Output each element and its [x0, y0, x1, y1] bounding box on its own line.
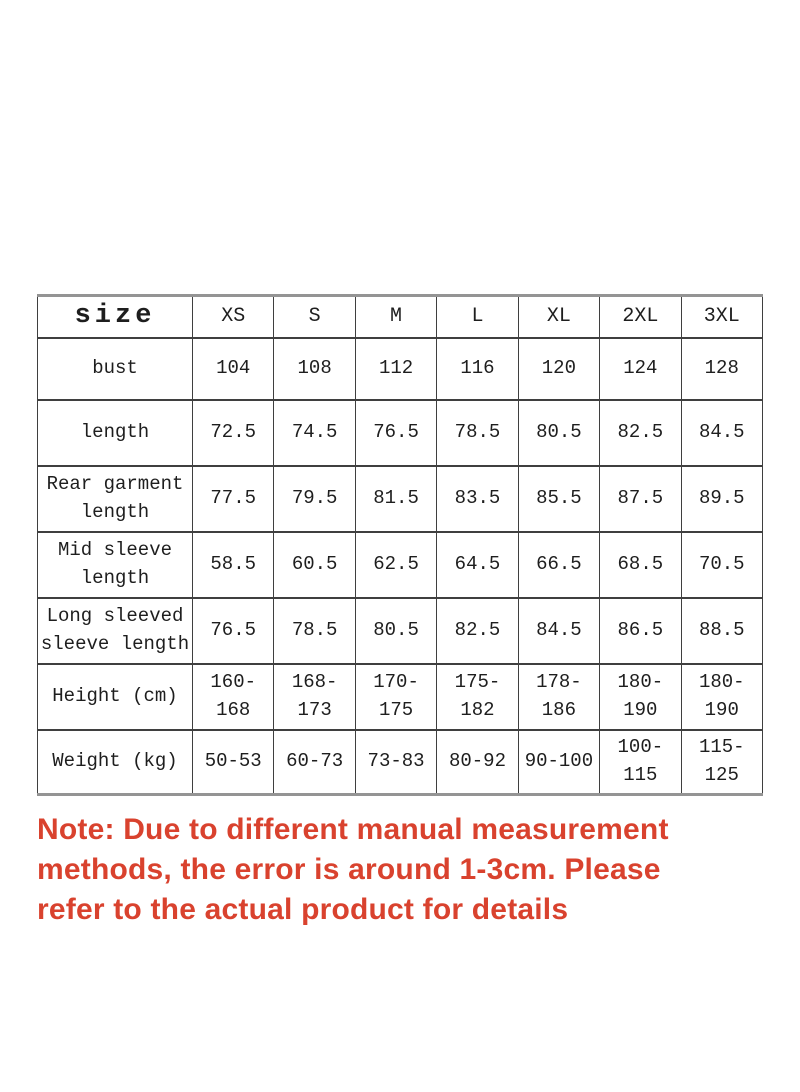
table-cell: 87.5	[599, 464, 682, 533]
table-cell: 70.5	[680, 530, 764, 599]
table-cell: 60.5	[273, 530, 356, 599]
table-cell: 168-173	[273, 662, 356, 731]
table-cell: 62.5	[354, 530, 438, 599]
row-label: bust	[37, 336, 193, 401]
table-cell: 180-190	[599, 662, 682, 731]
column-header-m: M	[354, 294, 438, 339]
table-cell: 84.5	[517, 596, 601, 665]
table-cell: 85.5	[517, 464, 601, 533]
table-cell: 89.5	[680, 464, 764, 533]
table-cell: 90-100	[517, 728, 601, 796]
table-row-mid-sleeve-length: Mid sleeve length 58.5 60.5 62.5 64.5 66…	[37, 530, 764, 599]
table-cell: 115-125	[680, 728, 764, 796]
column-header-2xl: 2XL	[599, 294, 682, 339]
table-cell: 178-186	[517, 662, 601, 731]
table-cell: 79.5	[273, 464, 356, 533]
table-cell: 60-73	[273, 728, 356, 796]
table-cell: 80-92	[436, 728, 519, 796]
table-cell: 64.5	[436, 530, 519, 599]
column-header-xs: XS	[191, 294, 275, 339]
table-cell: 68.5	[599, 530, 682, 599]
table-cell: 73-83	[354, 728, 438, 796]
table-cell: 80.5	[517, 398, 601, 467]
table-cell: 78.5	[436, 398, 519, 467]
table-cell: 86.5	[599, 596, 682, 665]
table-row-height: Height (cm) 160-168 168-173 170-175 175-…	[37, 662, 764, 731]
table-cell: 104	[191, 336, 275, 401]
table-cell: 84.5	[680, 398, 764, 467]
table-row-bust: bust 104 108 112 116 120 124 128	[37, 336, 764, 401]
table-cell: 83.5	[436, 464, 519, 533]
table-cell: 72.5	[191, 398, 275, 467]
row-label: Long sleeved sleeve length	[37, 596, 193, 665]
measurement-note: Note: Due to different manual measuremen…	[37, 813, 669, 926]
table-header-row: size XS S M L XL 2XL 3XL	[37, 294, 764, 339]
table-cell: 175-182	[436, 662, 519, 731]
table-cell: 76.5	[354, 398, 438, 467]
row-label: length	[37, 398, 193, 467]
table-cell: 88.5	[680, 596, 764, 665]
table-row-weight: Weight (kg) 50-53 60-73 73-83 80-92 90-1…	[37, 728, 764, 796]
table-row-long-sleeved-sleeve-length: Long sleeved sleeve length 76.5 78.5 80.…	[37, 596, 764, 665]
table-cell: 76.5	[191, 596, 275, 665]
row-label: Rear garment length	[37, 464, 193, 533]
table-cell: 81.5	[354, 464, 438, 533]
row-label: Mid sleeve length	[37, 530, 193, 599]
table-cell: 82.5	[599, 398, 682, 467]
table-cell: 58.5	[191, 530, 275, 599]
column-header-l: L	[436, 294, 519, 339]
table-cell: 120	[517, 336, 601, 401]
table-cell: 116	[436, 336, 519, 401]
column-header-s: S	[273, 294, 356, 339]
table-row-length: length 72.5 74.5 76.5 78.5 80.5 82.5 84.…	[37, 398, 764, 467]
table-cell: 108	[273, 336, 356, 401]
column-header-3xl: 3XL	[680, 294, 764, 339]
table-cell: 74.5	[273, 398, 356, 467]
table-cell: 50-53	[191, 728, 275, 796]
table-row-rear-garment-length: Rear garment length 77.5 79.5 81.5 83.5 …	[37, 464, 764, 533]
table-cell: 124	[599, 336, 682, 401]
table-cell: 128	[680, 336, 764, 401]
size-header-label: size	[37, 294, 193, 339]
table-cell: 77.5	[191, 464, 275, 533]
table-cell: 66.5	[517, 530, 601, 599]
row-label: Height (cm)	[37, 662, 193, 731]
table-cell: 80.5	[354, 596, 438, 665]
table-cell: 82.5	[436, 596, 519, 665]
table-cell: 78.5	[273, 596, 356, 665]
table-cell: 170-175	[354, 662, 438, 731]
table-cell: 100-115	[599, 728, 682, 796]
table-cell: 160-168	[191, 662, 275, 731]
row-label: Weight (kg)	[37, 728, 193, 796]
table-cell: 180-190	[680, 662, 764, 731]
column-header-xl: XL	[517, 294, 601, 339]
size-chart-table: size XS S M L XL 2XL 3XL bust 104 108 11…	[37, 294, 764, 796]
table-cell: 112	[354, 336, 438, 401]
